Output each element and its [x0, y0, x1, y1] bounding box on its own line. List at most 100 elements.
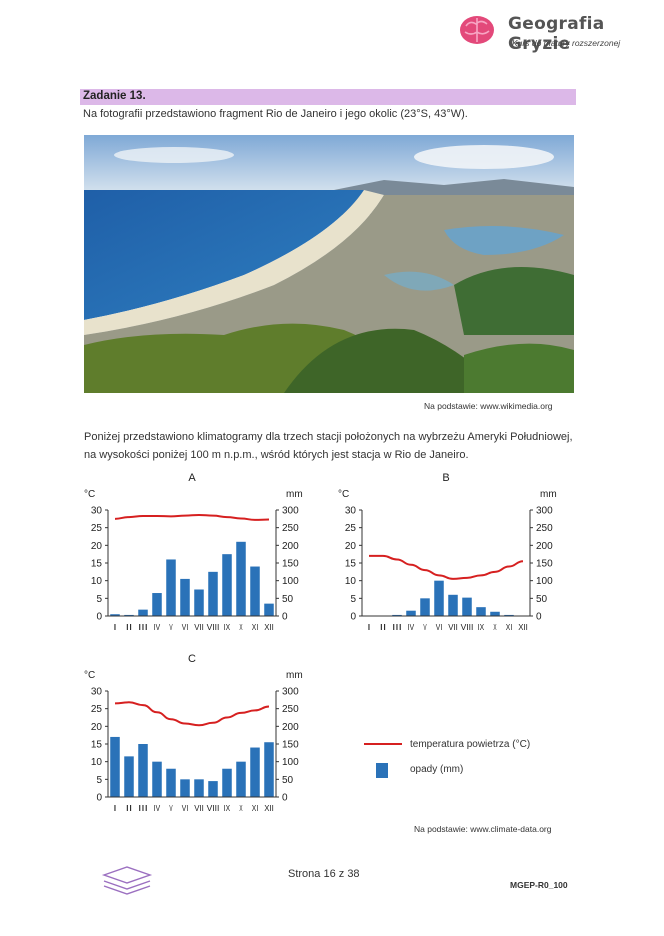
legend-temperature: temperatura powietrza (°C): [410, 739, 530, 750]
precipitation-bar: [138, 609, 148, 616]
right-axis-unit: mm: [540, 489, 557, 500]
month-label: VIII: [207, 622, 220, 632]
right-tick-label: 50: [536, 594, 548, 605]
precipitation-bar: [180, 578, 190, 616]
stack-logo-icon: [101, 866, 153, 895]
left-tick-label: 5: [96, 594, 102, 605]
precipitation-bar: [420, 598, 430, 616]
left-tick-label: 10: [91, 576, 103, 587]
precipitation-bar: [222, 554, 232, 616]
task-title-bar: [80, 89, 576, 105]
month-label: II: [380, 622, 386, 632]
chart-legend: temperatura powietrza (°C) opady (mm): [364, 739, 530, 778]
right-tick-label: 150: [282, 740, 299, 751]
precipitation-bar: [152, 761, 162, 797]
precipitation-bar: [236, 541, 246, 616]
right-tick-label: 0: [282, 793, 288, 804]
precipitation-bar: [250, 747, 260, 797]
left-tick-label: 0: [350, 612, 356, 623]
precipitation-bar: [236, 761, 246, 797]
chart-title: B: [442, 472, 449, 484]
right-tick-label: 250: [536, 523, 553, 534]
month-label: VIII: [461, 622, 474, 632]
right-tick-label: 200: [282, 541, 299, 552]
precipitation-bar: [250, 566, 260, 616]
left-tick-label: 10: [345, 576, 357, 587]
month-label: III: [392, 622, 402, 632]
month-label: IV: [408, 622, 415, 632]
left-tick-label: 30: [345, 506, 357, 517]
left-tick-label: 15: [345, 559, 357, 570]
month-label: VIII: [207, 803, 220, 813]
left-tick-label: 25: [91, 704, 103, 715]
right-tick-label: 100: [536, 576, 553, 587]
month-label: X: [239, 622, 242, 632]
month-label: VI: [182, 622, 188, 632]
right-axis-unit: mm: [286, 670, 303, 681]
left-tick-label: 5: [350, 594, 356, 605]
temperature-line: [114, 513, 270, 521]
precipitation-bar: [476, 607, 486, 616]
task-text: Na fotografii przedstawiono fragment Rio…: [83, 108, 468, 120]
right-tick-label: 0: [282, 612, 288, 623]
month-label: VII: [194, 622, 204, 632]
brain-logo-icon: [460, 16, 494, 44]
left-axis-unit: °C: [338, 489, 349, 500]
precipitation-bar: [208, 781, 218, 797]
temperature-line: [114, 701, 270, 727]
precipitation-bar: [138, 744, 148, 797]
photo-source: Na podstawie: www.wikimedia.org: [424, 401, 553, 411]
month-label: VI: [182, 803, 188, 813]
precipitation-bar: [406, 610, 416, 616]
precipitation-bar: [166, 768, 176, 797]
right-tick-label: 300: [282, 506, 299, 517]
precipitation-bar: [166, 559, 176, 616]
month-label: XII: [264, 803, 274, 813]
month-label: VII: [194, 803, 204, 813]
precipitation-bar: [264, 742, 274, 797]
month-label: I: [367, 622, 370, 632]
chart-source: Na podstawie: www.climate-data.org: [414, 824, 552, 834]
climatogram-intro: Poniżej przedstawiono klimatogramy dla t…: [84, 431, 573, 461]
left-tick-label: 10: [91, 757, 103, 768]
left-tick-label: 25: [91, 523, 103, 534]
month-label: V: [423, 622, 426, 632]
left-tick-label: 5: [96, 775, 102, 786]
month-label: IX: [224, 622, 231, 632]
precipitation-bar: [124, 614, 134, 616]
precipitation-bar: [462, 597, 472, 616]
right-tick-label: 100: [282, 576, 299, 587]
month-label: IV: [154, 803, 161, 813]
month-label: X: [493, 622, 496, 632]
right-tick-label: 50: [282, 594, 294, 605]
chart-title: A: [188, 472, 196, 484]
month-label: XII: [518, 622, 528, 632]
right-tick-label: 300: [282, 687, 299, 698]
precipitation-bar: [448, 594, 458, 616]
month-label: IX: [478, 622, 485, 632]
month-label: VII: [448, 622, 458, 632]
rio-photo: [84, 135, 574, 393]
month-label: V: [169, 803, 172, 813]
month-label: III: [138, 622, 148, 632]
month-label: X: [239, 803, 242, 813]
left-axis-unit: °C: [84, 489, 95, 500]
precipitation-bar: [180, 779, 190, 797]
precipitation-bar: [152, 593, 162, 616]
precipitation-bar: [124, 756, 134, 797]
precipitation-bar: [110, 736, 120, 797]
month-label: V: [169, 622, 172, 632]
brand-tagline: Kurs do matury rozszerzonej: [512, 38, 621, 48]
left-axis-unit: °C: [84, 670, 95, 681]
document-code: MGEP-R0_100: [510, 880, 568, 890]
right-tick-label: 150: [282, 559, 299, 570]
precipitation-bar: [490, 611, 500, 616]
right-tick-label: 250: [282, 704, 299, 715]
precipitation-bar: [222, 768, 232, 797]
task-title: Zadanie 13.: [83, 90, 146, 102]
right-tick-label: 300: [536, 506, 553, 517]
legend-bar-swatch: [376, 763, 388, 778]
chart-title: C: [188, 653, 196, 665]
